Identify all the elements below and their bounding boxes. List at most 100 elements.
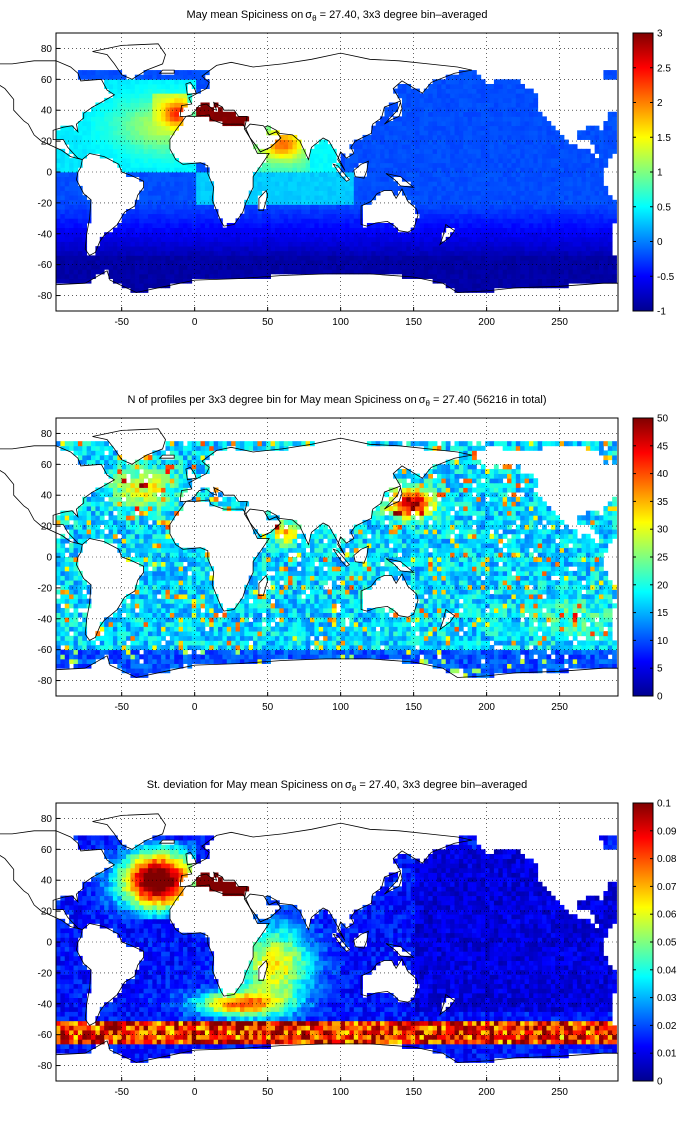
heatmap-cell [126, 93, 131, 98]
heatmap-cell [612, 269, 617, 274]
heatmap-cell [288, 167, 293, 172]
heatmap-cell [262, 246, 267, 251]
heatmap-cell [455, 84, 460, 89]
heatmap-cell [113, 98, 118, 103]
heatmap-cell [126, 251, 131, 256]
heatmap-cell [236, 116, 241, 121]
heatmap-cell [336, 645, 341, 650]
heatmap-cell [503, 246, 508, 251]
heatmap-cell [494, 246, 499, 251]
heatmap-cell [520, 167, 525, 172]
heatmap-cell [271, 232, 276, 237]
heatmap-cell [244, 223, 249, 228]
heatmap-cell [546, 158, 551, 163]
heatmap-cell [380, 265, 385, 270]
heatmap-cell [122, 153, 127, 158]
heatmap-cell [380, 126, 385, 131]
heatmap-cell [152, 255, 157, 260]
heatmap-cell [187, 70, 192, 75]
heatmap-cell [389, 140, 394, 145]
heatmap-cell [144, 255, 149, 260]
heatmap-cell [253, 650, 258, 655]
heatmap-cell [586, 126, 591, 131]
heatmap-cell [165, 645, 170, 650]
heatmap-cell [209, 251, 214, 256]
heatmap-cell [476, 214, 481, 219]
heatmap-cell [455, 265, 460, 270]
heatmap-cell [183, 242, 188, 247]
heatmap-cell [603, 144, 608, 149]
heatmap-cell [209, 650, 214, 655]
heatmap-cell [170, 265, 175, 270]
heatmap-cell [560, 214, 565, 219]
heatmap-cell [279, 218, 284, 223]
heatmap-cell [249, 242, 254, 247]
heatmap-cell [69, 242, 74, 247]
heatmap-cell [446, 640, 451, 645]
heatmap-cell [165, 167, 170, 172]
heatmap-cell [249, 269, 254, 274]
heatmap-cell [310, 195, 315, 200]
heatmap-cell [376, 177, 381, 182]
heatmap-cell [130, 209, 135, 214]
heatmap-cell [328, 237, 333, 242]
heatmap-cell [174, 279, 179, 284]
heatmap-cell [292, 140, 297, 145]
heatmap-cell [174, 223, 179, 228]
heatmap-cell [516, 654, 521, 659]
heatmap-cell [494, 664, 499, 669]
heatmap-cell [472, 237, 477, 242]
heatmap-cell [218, 228, 223, 233]
heatmap-cell [82, 218, 87, 223]
heatmap-cell [82, 130, 87, 135]
heatmap-cell [179, 274, 184, 279]
heatmap-cell [332, 265, 337, 270]
heatmap-cell [490, 126, 495, 131]
heatmap-cell [323, 163, 328, 168]
heatmap-cell [87, 645, 92, 650]
heatmap-cell [310, 232, 315, 237]
heatmap-cell [109, 121, 114, 126]
heatmap-cell [595, 279, 600, 284]
heatmap-cell [126, 135, 131, 140]
heatmap-cell [590, 237, 595, 242]
heatmap-cell [476, 260, 481, 265]
heatmap-cell [459, 242, 464, 247]
heatmap-cell [538, 645, 543, 650]
heatmap-cell [144, 209, 149, 214]
heatmap-cell [507, 103, 512, 108]
heatmap-cell [419, 260, 424, 265]
heatmap-cell [472, 668, 477, 673]
heatmap-cell [411, 158, 416, 163]
heatmap-cell [135, 255, 140, 260]
heatmap-cell [170, 116, 175, 121]
heatmap-cell [437, 84, 442, 89]
heatmap-cell [503, 223, 508, 228]
heatmap-cell [520, 209, 525, 214]
heatmap-cell [525, 214, 530, 219]
heatmap-cell [65, 130, 70, 135]
heatmap-cell [498, 163, 503, 168]
heatmap-cell [525, 98, 530, 103]
heatmap-cell [498, 89, 503, 94]
heatmap-cell [538, 116, 543, 121]
heatmap-cell [573, 177, 578, 182]
heatmap-cell [590, 246, 595, 251]
heatmap-cell [485, 191, 490, 196]
heatmap-cell [555, 172, 560, 177]
heatmap-cell [144, 153, 149, 158]
heatmap-cell [603, 232, 608, 237]
heatmap-cell [358, 195, 363, 200]
heatmap-cell [74, 664, 79, 669]
heatmap-cell [65, 186, 70, 191]
heatmap-cell [551, 659, 556, 664]
heatmap-cell [139, 195, 144, 200]
heatmap-cell [481, 135, 486, 140]
heatmap-cell [279, 144, 284, 149]
heatmap-cell [69, 640, 74, 645]
heatmap-cell [358, 251, 363, 256]
heatmap-cell [122, 218, 127, 223]
heatmap-cell [455, 149, 460, 154]
heatmap-cell [183, 209, 188, 214]
heatmap-cell [148, 126, 153, 131]
